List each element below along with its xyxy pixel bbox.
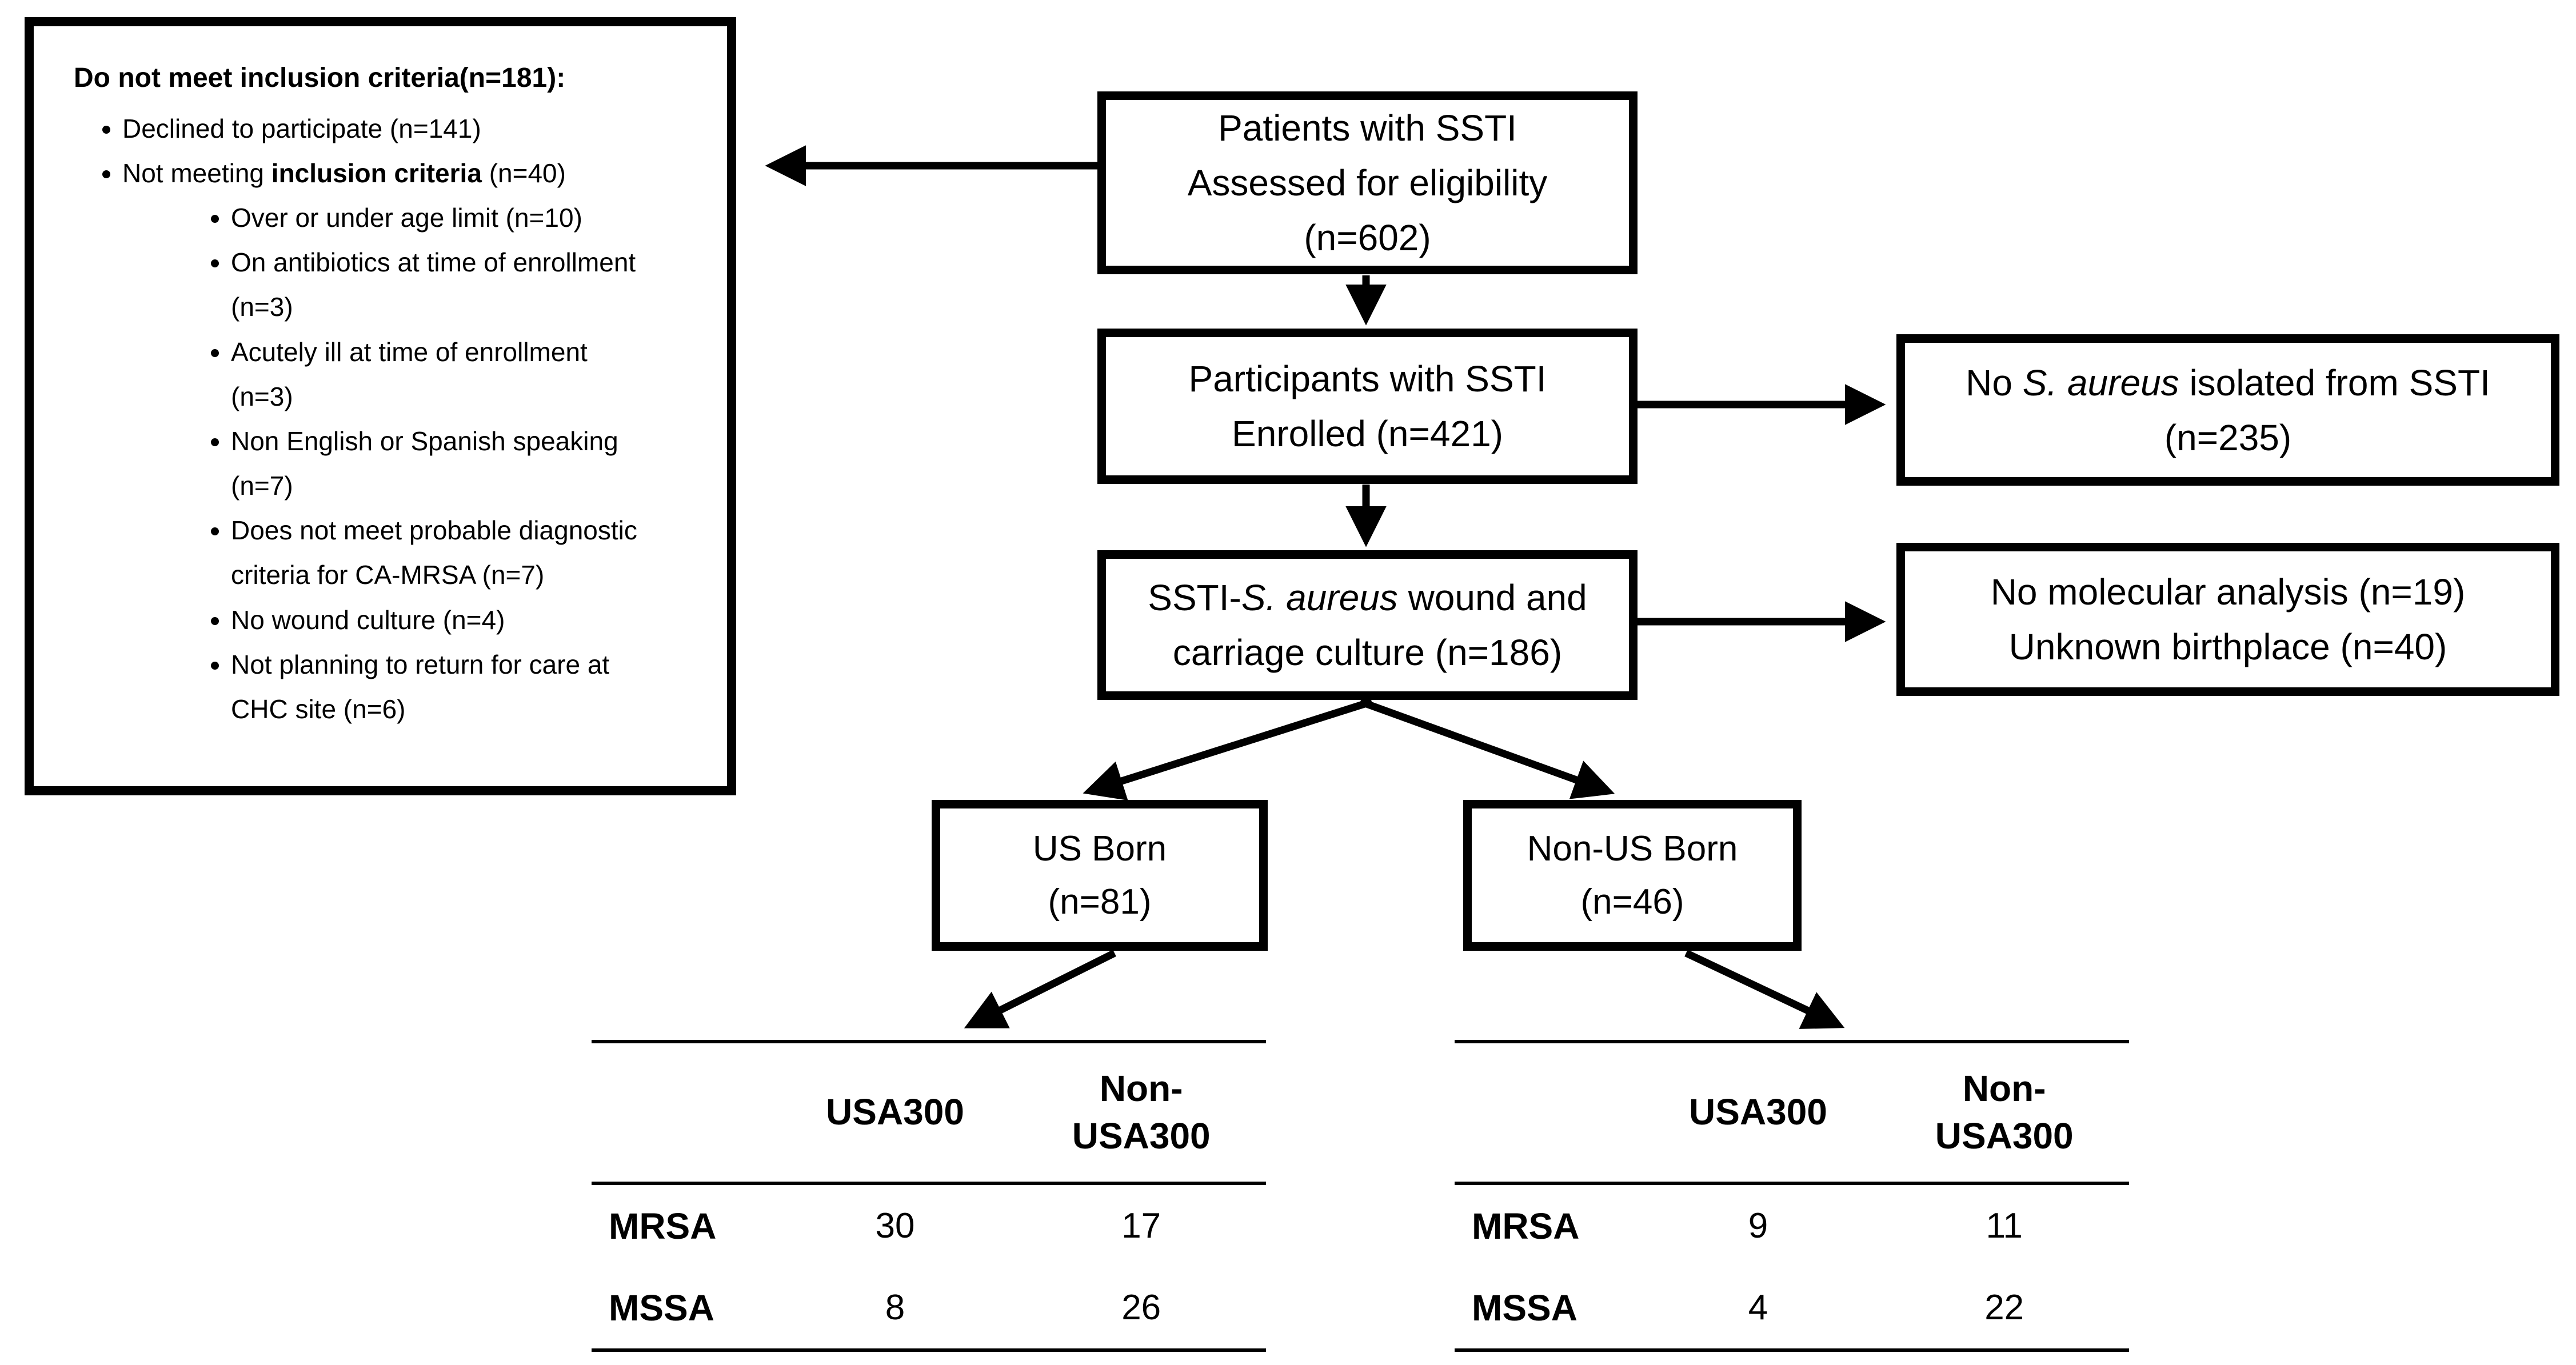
row-label-mrsa: MRSA — [609, 1205, 717, 1247]
culture-text-italic: S. aureus — [1241, 577, 1398, 618]
cell-mssa-usa300: 8 — [885, 1288, 905, 1327]
no-saureus-box-text: No S. aureus isolated from SSTI (n=235) — [1966, 355, 2490, 465]
assessed-box: Patients with SSTI Assessed for eligibil… — [1097, 91, 1638, 274]
cell-mrsa-non-usa300: 17 — [1121, 1206, 1161, 1246]
no-saureus-text-italic: S. aureus — [2022, 362, 2179, 403]
table-row-mssa: MSSA 8 26 — [592, 1267, 1266, 1350]
cell-mssa-non-usa300: 22 — [1984, 1288, 2024, 1327]
exclusion-subitem-text: Not planning to return for care at CHC s… — [231, 649, 610, 724]
culture-text-pre: SSTI- — [1148, 577, 1241, 618]
col-header-usa300: USA300 — [773, 1042, 1017, 1185]
cell-mrsa-usa300: 30 — [875, 1206, 915, 1246]
culture-text-post: wound and carriage culture (n=186) — [1172, 577, 1587, 673]
table-row-mrsa: MRSA 30 17 — [592, 1183, 1266, 1267]
exclusion-item-text: (n=40) — [481, 158, 566, 188]
exclusion-subitem: Does not meet probable diagnostic criter… — [231, 508, 702, 597]
exclusion-subitem: On antibiotics at time of enrollment (n=… — [231, 240, 702, 329]
table-corner-cell — [592, 1042, 774, 1185]
exclusion-list: Declined to participate (n=141) Not meet… — [57, 106, 704, 732]
row-label-mssa: MSSA — [1472, 1287, 1577, 1328]
us-born-table-grid: USA300 Non-USA300 MRSA 30 17 MSSA 8 26 — [592, 1040, 1266, 1352]
table-row-mrsa: MRSA 9 11 — [1455, 1183, 2129, 1267]
enrolled-box-text: Participants with SSTI Enrolled (n=421) — [1188, 358, 1547, 454]
arrow-us-born-to-table — [964, 950, 1116, 1028]
non-us-born-box: Non-US Born (n=46) — [1463, 800, 1802, 951]
exclusion-subitem: Not planning to return for care at CHC s… — [231, 642, 702, 731]
exclusion-subitem: Acutely ill at time of enrollment (n=3) — [231, 330, 702, 419]
cell-mrsa-non-usa300: 11 — [1986, 1206, 2023, 1246]
exclusion-item-not-meeting: Not meeting inclusion criteria (n=40) Ov… — [122, 151, 704, 731]
col-header-non-usa300: Non-USA300 — [1016, 1042, 1266, 1185]
assessed-box-text: Patients with SSTI Assessed for eligibil… — [1187, 107, 1548, 258]
culture-box: SSTI-S. aureus wound and carriage cultur… — [1097, 550, 1638, 700]
row-label-mssa: MSSA — [609, 1287, 714, 1328]
col-header-non-usa300: Non-USA300 — [1879, 1042, 2129, 1185]
arrow-non-us-born-to-table — [1684, 950, 1845, 1029]
non-us-born-table-grid: USA300 Non-USA300 MRSA 9 11 MSSA 4 22 — [1455, 1040, 2129, 1352]
arrow-culture-to-non-us-born — [1359, 698, 1615, 799]
enrolled-box: Participants with SSTI Enrolled (n=421) — [1097, 329, 1638, 484]
exclusion-subitem-text: On antibiotics at time of enrollment (n=… — [231, 247, 636, 322]
us-born-box: US Born (n=81) — [932, 800, 1268, 951]
exclusion-title: Do not meet inclusion criteria(n=181): — [74, 63, 566, 93]
non-us-born-box-text: Non-US Born (n=46) — [1527, 829, 1738, 922]
exclusion-subitem-text: Does not meet probable diagnostic criter… — [231, 515, 637, 590]
no-molecular-box: No molecular analysis (n=19) Unknown bir… — [1896, 543, 2559, 696]
table-header-row: USA300 Non-USA300 — [592, 1042, 1266, 1185]
cell-mrsa-usa300: 9 — [1748, 1206, 1768, 1246]
table-corner-cell — [1455, 1042, 1637, 1185]
exclusion-subitem: Over or under age limit (n=10) — [231, 195, 702, 240]
no-saureus-text-pre: No — [1966, 362, 2023, 403]
us-born-box-text: US Born (n=81) — [1032, 829, 1167, 922]
arrow-culture-to-us-born — [1083, 698, 1373, 800]
table-row-mssa: MSSA 4 22 — [1455, 1267, 2129, 1350]
no-saureus-box: No S. aureus isolated from SSTI (n=235) — [1896, 334, 2559, 486]
cell-mssa-non-usa300: 26 — [1121, 1288, 1161, 1327]
exclusion-criteria-box: Do not meet inclusion criteria(n=181): D… — [25, 17, 736, 795]
exclusion-item-bold-text: inclusion criteria — [271, 158, 482, 188]
exclusion-subitem-text: Over or under age limit (n=10) — [231, 202, 582, 233]
exclusion-item-declined: Declined to participate (n=141) — [122, 106, 704, 151]
cell-mssa-usa300: 4 — [1748, 1288, 1768, 1327]
exclusion-item-text: Not meeting — [122, 158, 271, 188]
no-molecular-box-text: No molecular analysis (n=19) Unknown bir… — [1990, 571, 2466, 667]
exclusion-subitem-text: Acutely ill at time of enrollment (n=3) — [231, 337, 588, 411]
row-label-mrsa: MRSA — [1472, 1205, 1580, 1247]
no-saureus-text-post: isolated from SSTI — [2179, 362, 2490, 403]
exclusion-subitem-text: No wound culture (n=4) — [231, 605, 505, 635]
exclusion-sublist: Over or under age limit (n=10) On antibi… — [122, 195, 702, 731]
exclusion-subitem: No wound culture (n=4) — [231, 598, 702, 642]
exclusion-item-text: Declined to participate (n=141) — [122, 113, 481, 143]
exclusion-subitem-text: Non English or Spanish speaking (n=7) — [231, 426, 618, 501]
no-saureus-text-line2: (n=235) — [2164, 417, 2292, 458]
us-born-table: USA300 Non-USA300 MRSA 30 17 MSSA 8 26 — [592, 1040, 1266, 1352]
table-header-row: USA300 Non-USA300 — [1455, 1042, 2129, 1185]
culture-box-text: SSTI-S. aureus wound and carriage cultur… — [1120, 570, 1615, 680]
col-header-usa300: USA300 — [1636, 1042, 1880, 1185]
non-us-born-table: USA300 Non-USA300 MRSA 9 11 MSSA 4 22 — [1455, 1040, 2129, 1352]
exclusion-subitem: Non English or Spanish speaking (n=7) — [231, 419, 702, 508]
